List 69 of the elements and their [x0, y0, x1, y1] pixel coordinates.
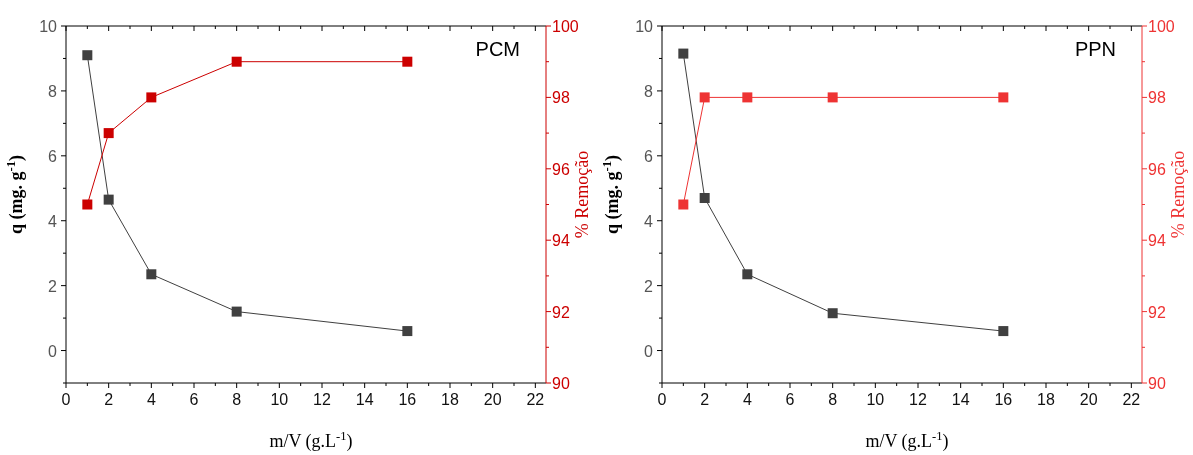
y2-tick-label: 100 — [1148, 18, 1175, 35]
y-tick-label: 10 — [635, 18, 654, 35]
x-tick-label: 16 — [398, 391, 417, 408]
point — [827, 308, 838, 319]
x-tick-label: 18 — [1037, 391, 1055, 408]
y2-tick-label: 94 — [552, 232, 570, 250]
y2-tick-label: 98 — [552, 89, 570, 107]
x-axis-title: m/V (g.L$^{-1}$) — [865, 429, 949, 452]
point — [231, 306, 242, 317]
y-tick-label: 0 — [48, 342, 58, 360]
x-tick-label: 0 — [657, 391, 667, 408]
y2-tick-label: 96 — [1148, 160, 1166, 178]
y2-axis-title: % Remoção — [572, 150, 592, 239]
point — [231, 56, 242, 67]
y2-tick-label: 90 — [1148, 375, 1166, 392]
y2-tick-label: 98 — [1148, 89, 1166, 107]
x-tick-label: 8 — [232, 391, 242, 408]
x-tick-label: 20 — [1079, 391, 1098, 408]
x-tick-label: 22 — [1122, 391, 1141, 408]
x-tick-label: 12 — [909, 391, 927, 408]
y-tick-label: 6 — [644, 147, 654, 165]
x-tick-label: 10 — [270, 391, 289, 408]
annotation: PCM — [475, 38, 520, 60]
x-tick-label: 14 — [355, 391, 374, 408]
point — [678, 48, 689, 59]
x-tick-label: 6 — [189, 391, 199, 408]
point — [742, 269, 753, 280]
point — [82, 199, 93, 210]
point — [699, 193, 710, 204]
point — [402, 326, 413, 337]
y-tick-label: 4 — [48, 212, 58, 230]
y2-tick-label: 92 — [552, 303, 570, 321]
x-tick-label: 0 — [61, 391, 71, 408]
y2-axis-title: % Remoção — [1168, 150, 1188, 239]
x-tick-label: 16 — [994, 391, 1013, 408]
y-tick-label: 2 — [48, 277, 58, 295]
x-tick-label: 4 — [146, 391, 156, 408]
x-tick-label: 2 — [104, 391, 114, 408]
point — [146, 269, 157, 280]
annotation: PPN — [1074, 38, 1116, 60]
y2-tick-label: 96 — [552, 160, 570, 178]
x-tick-label: 18 — [441, 391, 459, 408]
x-tick-label: 10 — [866, 391, 885, 408]
y2-tick-label: 94 — [1148, 232, 1166, 250]
x-tick-label: 20 — [483, 391, 502, 408]
y-tick-label: 4 — [644, 212, 654, 230]
y2-tick-label: 90 — [552, 375, 570, 392]
x-axis-title: m/V (g.L$^{-1}$) — [269, 429, 353, 452]
point — [402, 56, 413, 67]
x-tick-label: 8 — [828, 391, 838, 408]
y-tick-label: 0 — [644, 342, 654, 360]
point — [82, 50, 93, 61]
y-tick-label: 8 — [644, 82, 654, 100]
x-tick-label: 14 — [951, 391, 970, 408]
x-tick-label: 12 — [313, 391, 331, 408]
y-tick-label: 2 — [644, 277, 654, 295]
y2-tick-label: 100 — [552, 18, 579, 35]
point — [146, 92, 157, 103]
point — [103, 128, 114, 139]
y2-tick-label: 92 — [1148, 303, 1166, 321]
x-tick-label: 4 — [742, 391, 752, 408]
y-tick-label: 6 — [48, 147, 58, 165]
point — [998, 326, 1009, 337]
x-tick-label: 2 — [700, 391, 710, 408]
y-tick-label: 10 — [39, 18, 58, 35]
x-tick-label: 6 — [785, 391, 795, 408]
point — [103, 194, 114, 205]
x-tick-label: 22 — [526, 391, 545, 408]
y-tick-label: 8 — [48, 82, 58, 100]
